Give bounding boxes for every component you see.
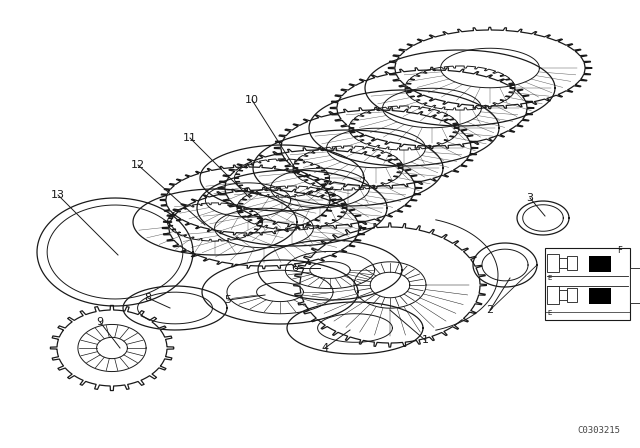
Text: 8: 8 [145,293,152,303]
Bar [630,268,640,303]
Text: 6: 6 [291,263,298,273]
Bar [559,258,567,268]
Text: C0303215: C0303215 [577,426,620,435]
Bar [567,256,577,270]
Bar [547,286,559,304]
Bar [567,288,577,302]
Bar [559,290,567,300]
Text: 13: 13 [51,190,65,200]
Text: 12: 12 [131,160,145,170]
Text: 1: 1 [422,335,429,345]
Text: 3: 3 [527,193,534,203]
Text: 9: 9 [97,317,104,327]
Text: E: E [547,310,552,316]
Text: 10: 10 [245,95,259,105]
Bar [545,248,630,320]
Text: E: E [547,275,552,281]
Bar [589,256,611,272]
Text: 11: 11 [183,133,197,143]
Text: 4: 4 [321,343,328,353]
Text: F: F [618,246,623,255]
Bar [547,254,559,272]
Text: 5: 5 [225,295,232,305]
Text: 2: 2 [486,305,493,315]
Bar [589,288,611,304]
